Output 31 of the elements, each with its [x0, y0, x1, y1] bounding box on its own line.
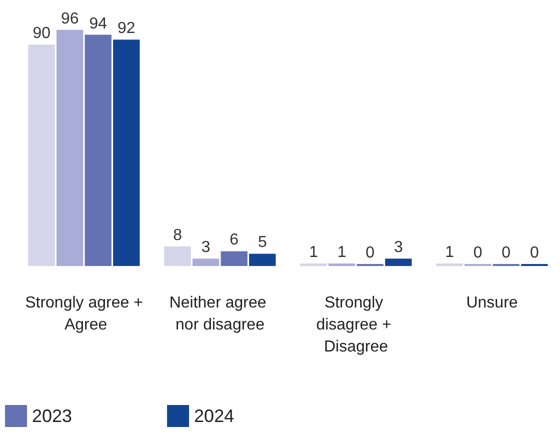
data-label: 96 — [60, 10, 79, 28]
data-label: 90 — [32, 25, 51, 42]
bar — [249, 254, 276, 266]
data-label: 3 — [201, 239, 210, 256]
data-label: 1 — [309, 244, 318, 262]
bar — [56, 30, 84, 266]
x-tick-label: Unsure — [466, 294, 518, 312]
legend-label: 2024 — [194, 406, 234, 426]
data-label: 6 — [230, 232, 239, 249]
bar — [192, 258, 220, 266]
data-label: 1 — [337, 244, 346, 262]
bar — [113, 40, 140, 266]
x-tick-label: Strongly agree + Agree — [25, 294, 143, 334]
bar — [28, 44, 55, 266]
bar — [385, 258, 412, 266]
bar — [220, 251, 248, 266]
x-tick-label: Strongly disagree + Disagree — [316, 294, 396, 356]
data-label: 0 — [366, 244, 375, 262]
legend-label: 2023 — [32, 406, 72, 426]
data-label: 5 — [258, 234, 267, 252]
bar — [164, 246, 191, 266]
x-tick-label: Neither agree nor disagree — [169, 294, 271, 334]
data-label: 0 — [502, 244, 511, 262]
data-label: 3 — [394, 239, 403, 256]
data-label: 92 — [118, 20, 136, 38]
data-label: 94 — [89, 15, 108, 32]
data-label: 0 — [473, 244, 482, 262]
data-label: 1 — [445, 244, 454, 262]
data-label: 0 — [530, 244, 539, 262]
data-label: 8 — [173, 226, 182, 244]
bar — [84, 34, 112, 266]
